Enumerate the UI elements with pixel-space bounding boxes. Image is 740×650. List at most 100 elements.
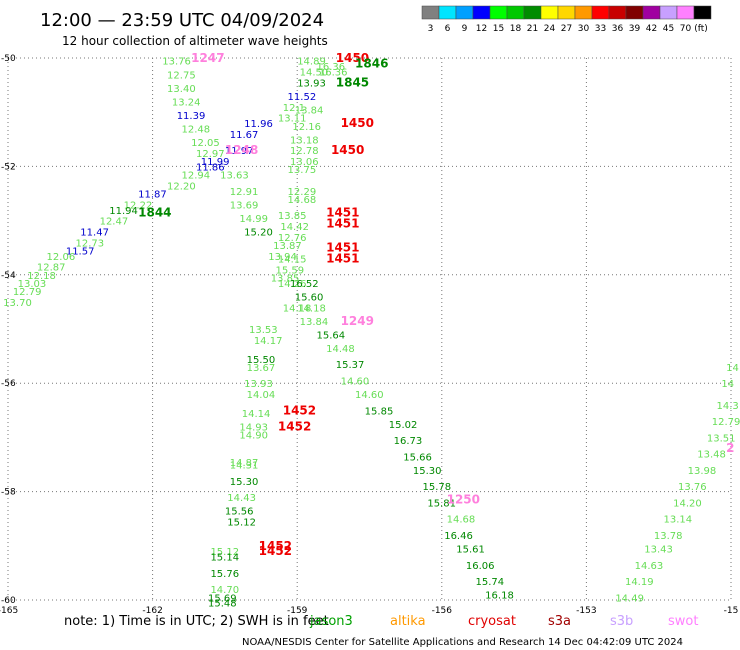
- pass-time-label: 1450: [341, 116, 374, 130]
- wave-height-label: 13.11: [278, 114, 307, 125]
- legend-swatch: [472, 5, 491, 20]
- wave-height-label: 13.06: [290, 157, 319, 168]
- wave-height-label: 12.29: [288, 187, 317, 198]
- legend-unit: (ft): [694, 24, 708, 34]
- pass-time-label: 1450: [331, 143, 364, 157]
- y-tick-label: -50: [1, 54, 16, 64]
- satellite-name: cryosat: [468, 614, 516, 629]
- wave-height-label: 15.14: [210, 553, 239, 564]
- wave-height-label: 16.46: [444, 531, 473, 542]
- wave-height-label: 12.79: [13, 287, 42, 298]
- satellite-name: swot: [668, 614, 698, 629]
- wave-height-label: 12.1: [283, 103, 305, 114]
- wave-height-label: 16.36: [319, 68, 348, 79]
- legend-bin-label: 12: [476, 24, 487, 34]
- y-tick-label: -54: [1, 271, 16, 281]
- legend-bin-label: 21: [527, 24, 538, 34]
- satellite-legend: jason3 altika cryosat s3a s3b swot: [309, 614, 698, 629]
- y-tick-label: -52: [1, 162, 16, 172]
- wave-height-label: 11.94: [109, 206, 138, 217]
- legend-swatch: [591, 5, 610, 20]
- wave-height-label: 12.22: [124, 200, 153, 211]
- wave-height-label: 12.94: [182, 171, 211, 182]
- legend-bin-label: 3: [428, 24, 434, 34]
- footer-credit: NOAA/NESDIS Center for Satellite Applica…: [242, 637, 683, 648]
- wave-height-label: 15.30: [413, 466, 442, 477]
- wave-height-label: 13.76: [162, 57, 191, 68]
- legend-swatch: [455, 5, 474, 20]
- wave-height-label: 14.87: [230, 458, 259, 469]
- wave-height-label: 13.93: [297, 78, 326, 89]
- wave-height-label: 12.79: [712, 417, 740, 428]
- color-legend: 3 6 9 12 15 18 21 24 27 30 33 36 39 42 45 70 (ft): [421, 5, 712, 34]
- wave-height-label: 15.81: [427, 498, 456, 509]
- satellite-name: altika: [390, 614, 426, 629]
- wave-height-label: 14.26: [278, 279, 307, 290]
- wave-height-label: 11.52: [288, 92, 317, 103]
- legend-bin-label: 42: [646, 24, 657, 34]
- wave-height-label: 11.99: [201, 157, 230, 168]
- pass-time-label: 1844: [138, 205, 171, 219]
- grid-lines: [7, 57, 732, 601]
- wave-height-label: 12.73: [75, 238, 104, 249]
- legend-bin-label: 24: [544, 24, 556, 34]
- pass-time-label: 1451: [326, 241, 359, 255]
- legend-bin-label: 18: [510, 24, 522, 34]
- wave-height-label: 13.98: [688, 466, 717, 477]
- wave-height-label: 11.86: [196, 162, 225, 173]
- wave-height-label: 16.36: [316, 62, 345, 73]
- x-tick-label: -159: [287, 606, 308, 616]
- wave-height-label: 13.94: [268, 252, 297, 263]
- wave-height-label: 13.40: [167, 84, 196, 95]
- wave-height-label: 14.90: [239, 431, 268, 442]
- pass-time-label: 1248: [225, 143, 258, 157]
- wave-height-label: 15.60: [295, 292, 324, 303]
- wave-height-label: 13.18: [290, 135, 319, 146]
- wave-height-label: 13.69: [230, 200, 259, 211]
- wave-height-label: 14.63: [635, 561, 664, 572]
- legend-swatch: [438, 5, 457, 20]
- wave-height-label: 12.18: [27, 271, 56, 282]
- wave-height-label: 13.48: [697, 450, 726, 461]
- wave-height-label: 15.12: [210, 547, 239, 558]
- wave-height-label: 14.04: [247, 390, 276, 401]
- wave-height-label: 13.84: [295, 105, 324, 116]
- wave-height-label: 14.60: [341, 376, 370, 387]
- legend-bin-label: 15: [493, 24, 504, 34]
- legend-swatch: [574, 5, 593, 20]
- pass-time-label: 1247: [191, 51, 224, 65]
- wave-height-label: 11.87: [138, 190, 167, 201]
- wave-height-label: 15.37: [336, 360, 365, 371]
- wave-height-label: 14.20: [673, 498, 702, 509]
- x-tick-label: -15: [724, 606, 739, 616]
- wave-height-label: 15.02: [389, 420, 418, 431]
- wave-height-label: 13.70: [3, 298, 32, 309]
- wave-height-label: 13.43: [644, 545, 673, 556]
- wave-height-label: 14.19: [625, 577, 654, 588]
- wave-height-label: 14.60: [355, 390, 384, 401]
- wave-height-label: 12.20: [167, 181, 196, 192]
- satellite-name: jason3: [309, 614, 353, 629]
- legend-bin-label: 70: [680, 24, 692, 34]
- wave-height-label: 14.18: [297, 303, 326, 314]
- wave-height-label: 13.03: [18, 279, 47, 290]
- wave-height-label: 13.78: [654, 531, 683, 542]
- wave-height-label: 14.50: [300, 68, 329, 79]
- wave-height-label: 14.93: [239, 423, 268, 434]
- y-tick-label: -60: [1, 596, 16, 606]
- legend-bin-label: 6: [445, 24, 451, 34]
- x-tick-label: -156: [432, 606, 453, 616]
- wave-height-label: 15.56: [225, 507, 254, 518]
- wave-height-label: 14.68: [288, 195, 317, 206]
- legend-bin-label: 36: [612, 24, 624, 34]
- wave-height-label: 14.17: [254, 336, 283, 347]
- legend-bin-label: 9: [462, 24, 468, 34]
- data-points: 13.76 12.75 13.40 13.24 11.39 12.48 12.0512.97…: [3, 57, 740, 610]
- wave-height-label: 14.31: [230, 461, 259, 472]
- wave-height-label: 12.06: [47, 252, 76, 263]
- y-tick-label: -56: [1, 379, 16, 389]
- pass-time-label: 1451: [326, 216, 359, 230]
- legend-bin-label: 30: [578, 24, 590, 34]
- wave-height-label: 15.20: [244, 227, 273, 238]
